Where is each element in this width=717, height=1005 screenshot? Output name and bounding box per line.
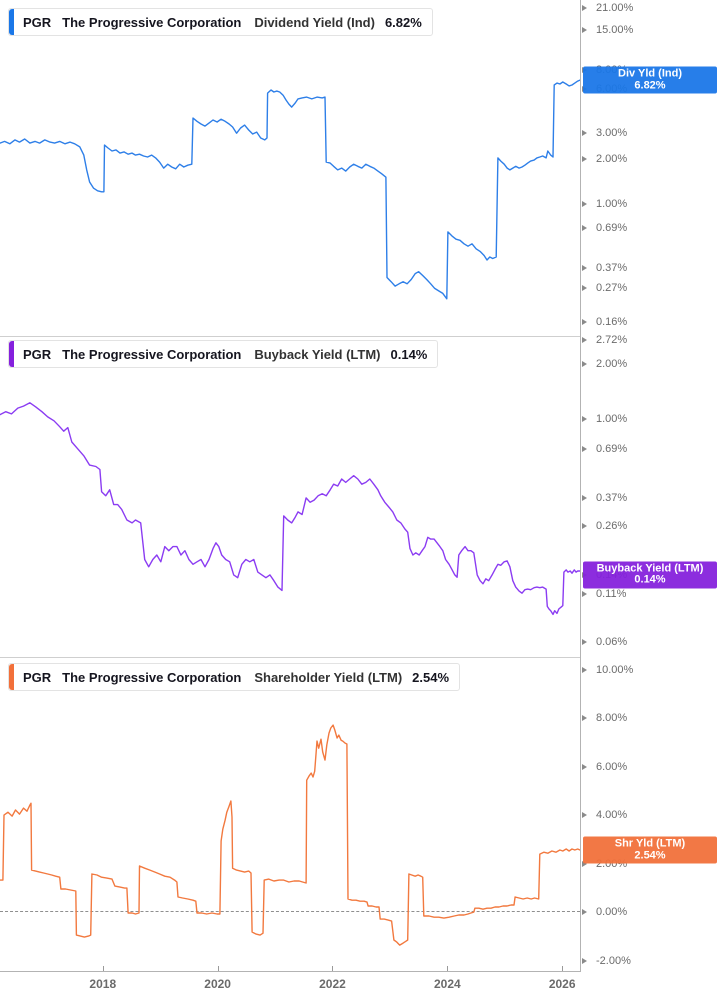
tick-arrow-icon xyxy=(582,715,587,722)
y-axis-tick-label: 1.00% xyxy=(596,198,628,211)
y-axis-tick-label: 2.00% xyxy=(596,153,628,166)
company-label: The Progressive Corporation xyxy=(62,14,242,30)
y-axis-tick-label: -2.00% xyxy=(596,954,631,967)
buyback-yield-ltm--line[interactable] xyxy=(0,402,581,616)
y-axis-tick-label: 2.72% xyxy=(596,334,628,346)
tick-arrow-icon xyxy=(582,909,587,916)
tick-arrow-icon xyxy=(582,590,587,597)
x-axis-tick xyxy=(102,966,104,971)
dividend-yield-ind--line[interactable] xyxy=(0,79,581,300)
y-axis-tick-label: 0.69% xyxy=(596,222,628,234)
purple-accent-bar xyxy=(9,341,14,367)
metric-value: 0.14% xyxy=(390,346,428,362)
y-axis-tick-label: 8.00% xyxy=(596,712,628,725)
tick-arrow-icon xyxy=(582,361,587,368)
y-axis-tick-label: 0.27% xyxy=(596,282,628,295)
shareholder-yield-header[interactable]: PGR The Progressive Corporation Sharehol… xyxy=(8,663,461,691)
tick-arrow-icon xyxy=(582,201,587,208)
panel-separator xyxy=(0,336,580,337)
y-axis-tick-label: 0.00% xyxy=(596,906,628,919)
metric-value: 6.82% xyxy=(384,14,422,30)
x-axis-line xyxy=(0,971,581,972)
badge-value: 2.54% xyxy=(634,849,666,862)
tick-arrow-icon xyxy=(582,812,587,819)
tick-arrow-icon xyxy=(582,26,587,33)
ticker-label: PGR xyxy=(23,669,52,685)
badge-label: Div Yld (Ind) xyxy=(618,67,682,80)
y-axis-tick-label: 4.00% xyxy=(596,809,628,822)
tick-arrow-icon xyxy=(582,957,587,964)
tick-arrow-icon xyxy=(582,638,587,645)
y-axis-tick-label: 0.69% xyxy=(596,442,628,455)
ticker-label: PGR xyxy=(23,346,52,362)
y-axis-tick-label: 0.37% xyxy=(596,262,628,275)
badge-value: 6.82% xyxy=(634,79,666,92)
metric-label: Dividend Yield (Ind) xyxy=(254,14,375,30)
badge-label: Shr Yld (LTM) xyxy=(614,837,686,850)
tick-arrow-icon xyxy=(582,445,587,452)
y-axis-tick-label: 6.00% xyxy=(596,760,628,773)
tick-arrow-icon xyxy=(582,416,587,423)
x-axis-year-label: 2018 xyxy=(89,977,117,991)
y-axis-tick-label: 0.37% xyxy=(596,491,628,504)
tick-arrow-icon xyxy=(582,225,587,231)
x-axis-year-label: 2024 xyxy=(433,977,461,991)
y-axis-tick-label: 21.00% xyxy=(596,2,634,15)
y-axis-tick-label: 3.00% xyxy=(596,127,628,140)
div-yld-axis-badge: Div Yld (Ind) 6.82% xyxy=(583,66,717,94)
tick-arrow-icon xyxy=(582,494,587,501)
company-label: The Progressive Corporation xyxy=(62,669,242,685)
y-axis-tick-label: 0.26% xyxy=(596,519,628,532)
buyback-yield-header[interactable]: PGR The Progressive Corporation Buyback … xyxy=(8,340,439,368)
company-label: The Progressive Corporation xyxy=(62,346,242,362)
ticker-label: PGR xyxy=(23,14,52,30)
y-axis-tick-label: 1.00% xyxy=(596,413,628,426)
tick-arrow-icon xyxy=(582,156,587,163)
y-axis-line xyxy=(580,0,581,971)
orange-accent-bar xyxy=(9,664,14,690)
tick-arrow-icon xyxy=(582,285,587,292)
metric-label: Shareholder Yield (LTM) xyxy=(254,669,403,685)
x-axis-year-label: 2022 xyxy=(319,977,346,991)
dividend-yield-header[interactable]: PGR The Progressive Corporation Dividend… xyxy=(8,8,433,36)
x-axis-tick xyxy=(447,966,449,971)
metric-value: 2.54% xyxy=(412,669,450,685)
y-axis-tick-label: 0.06% xyxy=(596,635,628,648)
y-axis-tick-label: 0.11% xyxy=(596,587,627,600)
x-axis-tick xyxy=(217,966,219,971)
y-axis-tick-label: 0.16% xyxy=(596,316,628,329)
metric-label: Buyback Yield (LTM) xyxy=(254,346,381,362)
tick-arrow-icon xyxy=(582,666,587,673)
zero-dashed-line xyxy=(0,911,580,913)
tick-arrow-icon xyxy=(582,522,587,529)
tick-arrow-icon xyxy=(582,5,587,12)
y-axis-tick-label: 15.00% xyxy=(596,23,634,36)
buyback-yld-axis-badge: Buyback Yield (LTM) 0.14% xyxy=(583,561,717,589)
x-axis-year-label: 2020 xyxy=(204,977,231,991)
x-axis-year-label: 2026 xyxy=(548,977,576,991)
shareholder-yield-ltm--line[interactable] xyxy=(0,724,581,946)
tick-arrow-icon xyxy=(582,265,587,272)
y-axis-tick-label: 10.00% xyxy=(596,663,634,676)
shr-yld-axis-badge: Shr Yld (LTM) 2.54% xyxy=(583,836,717,864)
badge-value: 0.14% xyxy=(634,573,666,586)
tick-arrow-icon xyxy=(582,763,587,770)
y-axis-tick-label: 2.00% xyxy=(596,358,628,371)
tick-arrow-icon xyxy=(582,130,587,137)
blue-accent-bar xyxy=(9,9,14,35)
panel-separator xyxy=(0,657,580,658)
tick-arrow-icon xyxy=(582,319,587,326)
x-axis-tick xyxy=(332,966,334,971)
tick-arrow-icon xyxy=(582,337,587,343)
x-axis-tick xyxy=(562,966,564,971)
badge-label: Buyback Yield (LTM) xyxy=(596,562,704,575)
